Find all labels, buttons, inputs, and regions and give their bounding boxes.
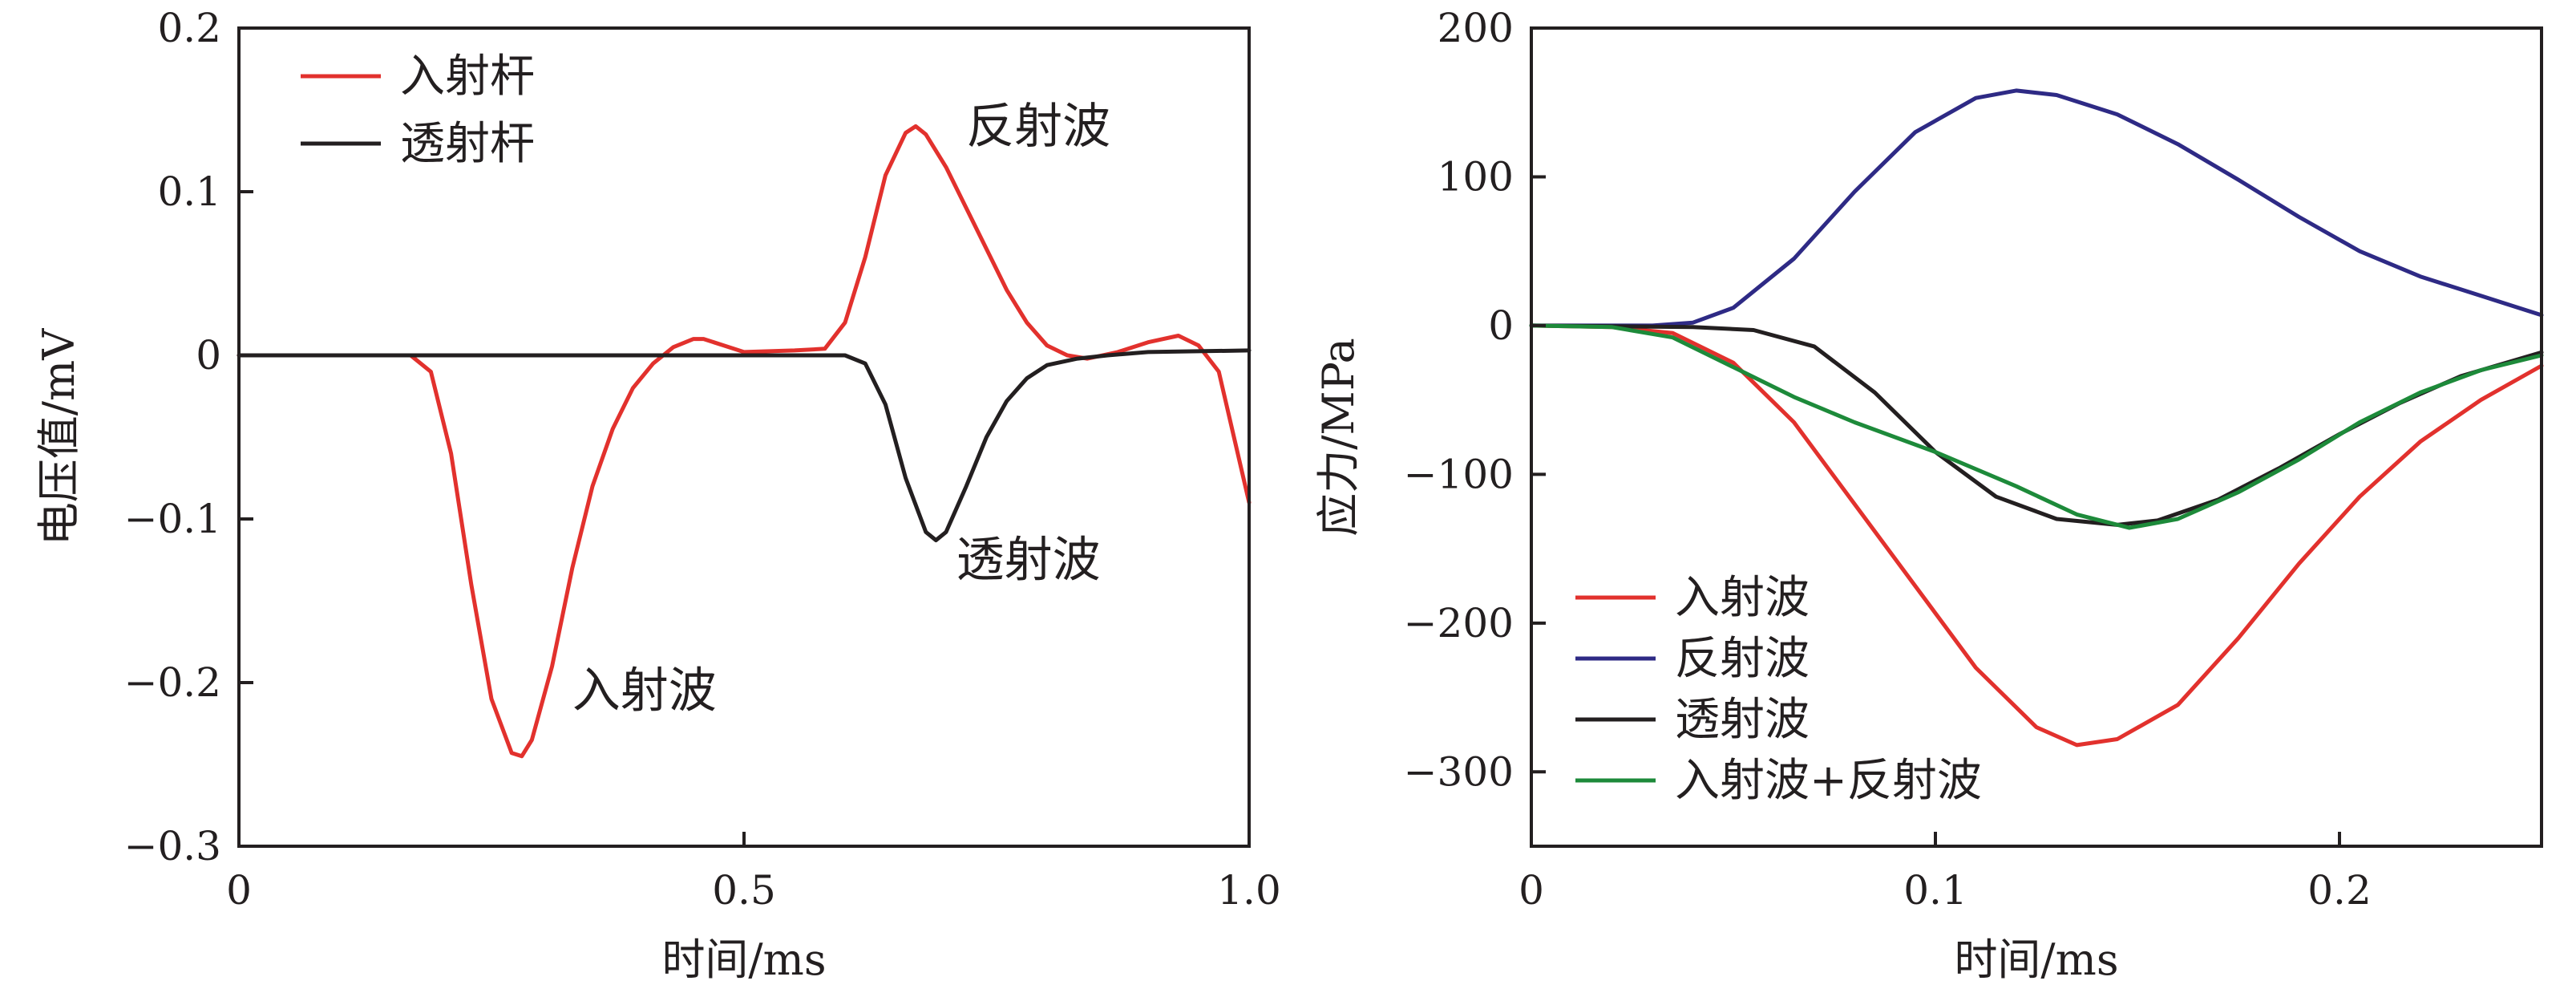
voltage-x-tick-label: 0 bbox=[226, 867, 252, 914]
voltage-x-axis-label: 时间/ms bbox=[661, 934, 826, 985]
stress-y-tick-label: 200 bbox=[1438, 5, 1514, 51]
voltage-y-tick-label: −0.1 bbox=[124, 496, 221, 542]
stress-series-line-0 bbox=[1529, 323, 2544, 748]
stress-x-tick-label: 0.2 bbox=[2307, 867, 2372, 914]
voltage-x-tick-label: 0.5 bbox=[712, 867, 776, 914]
stress-legend-label: 反射波 bbox=[1675, 633, 1810, 685]
stress-y-tick-label: −300 bbox=[1404, 748, 1514, 795]
voltage-ticks: 0 0.5 1.0 0.2 0.1 0 −0.1 −0.2 −0.3 bbox=[124, 5, 1281, 914]
voltage-series-line-1 bbox=[237, 348, 1252, 542]
stress-legend-label: 透射波 bbox=[1675, 694, 1810, 746]
voltage-legend-label: 入射杆 bbox=[400, 51, 535, 103]
stress-y-tick-label: 100 bbox=[1438, 153, 1514, 200]
stress-x-tick-label: 0.1 bbox=[1903, 867, 1967, 914]
stress-plot-frame bbox=[1530, 26, 2543, 848]
voltage-curves bbox=[237, 124, 1252, 759]
voltage-y-tick-label: 0.1 bbox=[157, 168, 221, 215]
voltage-y-axis-label: 电压值/mV bbox=[34, 328, 84, 545]
stress-x-tick-label: 0 bbox=[1519, 867, 1544, 914]
stress-series-line-1 bbox=[1529, 88, 2544, 328]
voltage-annotation: 反射波 bbox=[966, 99, 1110, 155]
stress-legend-label: 入射波 bbox=[1675, 572, 1810, 624]
voltage-y-tick-label: −0.3 bbox=[124, 823, 221, 869]
stress-y-tick-label: −200 bbox=[1404, 600, 1514, 646]
stress-y-tick-label: 0 bbox=[1488, 302, 1514, 349]
stress-ticks: 0 0.1 0.2 200 100 0 −100 −200 −300 bbox=[1404, 5, 2372, 914]
stress-legend-label: 入射波+反射波 bbox=[1675, 755, 1982, 807]
stress-y-tick-label: −100 bbox=[1404, 451, 1514, 497]
voltage-annotation: 入射波 bbox=[572, 663, 717, 719]
voltage-x-tick-label: 1.0 bbox=[1217, 867, 1281, 914]
voltage-y-tick-label: −0.2 bbox=[124, 659, 221, 706]
voltage-y-tick-label: 0 bbox=[196, 332, 221, 379]
voltage-series-line-0 bbox=[237, 124, 1252, 759]
stress-y-axis-label: 应力/MPa bbox=[1313, 338, 1364, 537]
voltage-y-tick-label: 0.2 bbox=[157, 5, 221, 51]
chart-stress: 0 0.1 0.2 200 100 0 −100 −200 −300 入射波反射波透射波入射波+… bbox=[1313, 5, 2544, 985]
voltage-legend-label: 透射杆 bbox=[400, 118, 535, 170]
stress-x-axis-label: 时间/ms bbox=[1954, 934, 2118, 985]
stress-series-line-3 bbox=[1529, 323, 2544, 530]
voltage-annotation: 透射波 bbox=[956, 532, 1101, 588]
stress-curves bbox=[1529, 88, 2544, 748]
